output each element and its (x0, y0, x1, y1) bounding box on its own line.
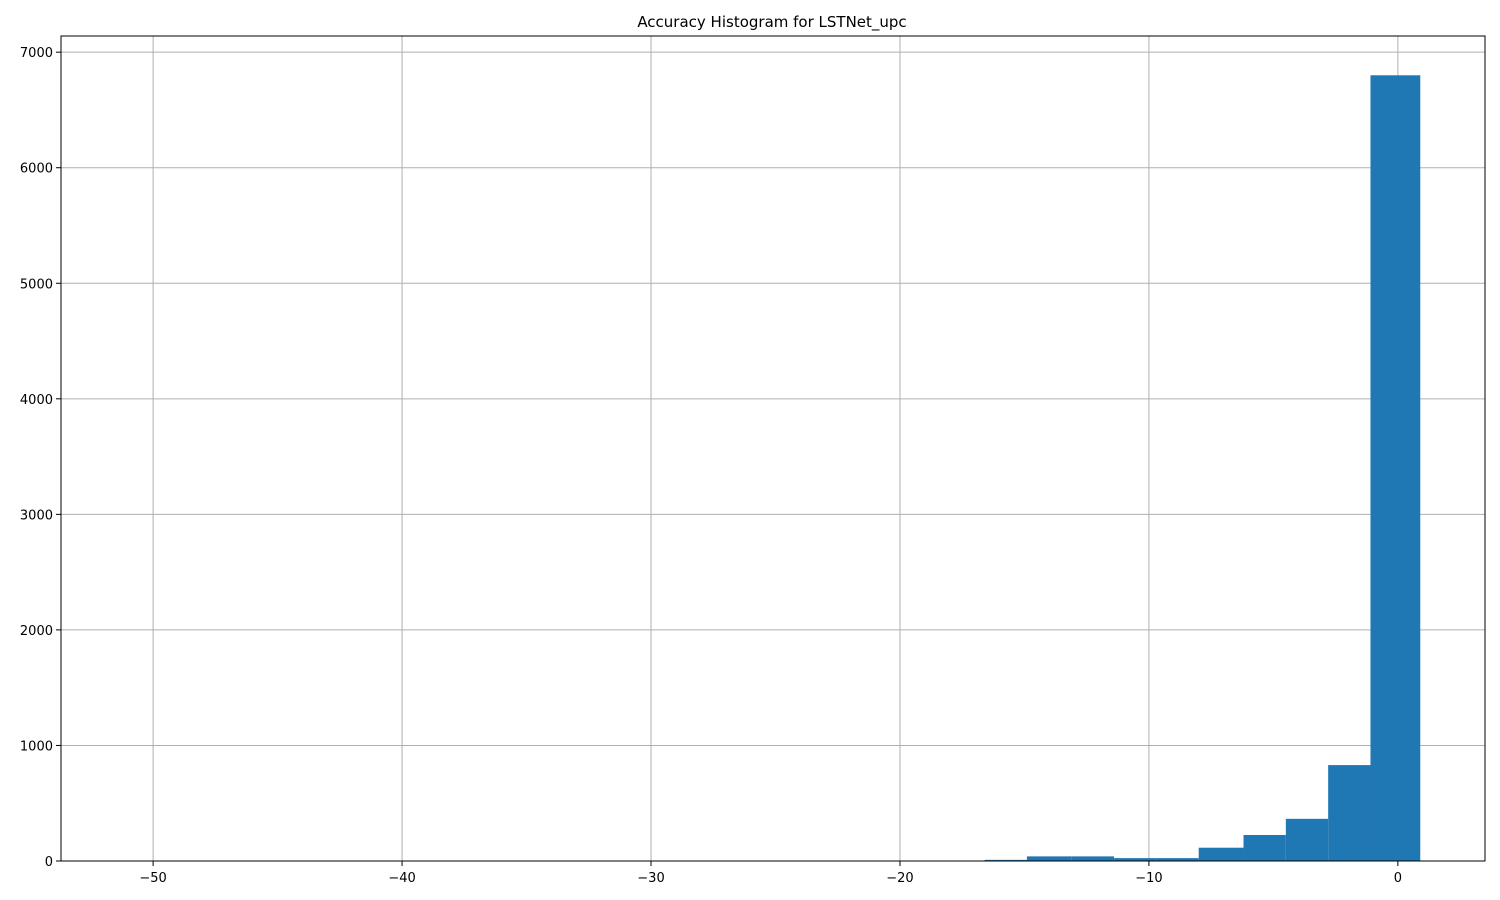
y-tick-label: 0 (45, 855, 53, 870)
chart-title: Accuracy Histogram for LSTNet_upc (637, 13, 906, 32)
histogram-bar (1285, 818, 1329, 861)
x-tick-label: −40 (388, 871, 415, 886)
plot-frame (60, 35, 1486, 862)
x-tick-label: 0 (1394, 871, 1402, 886)
histogram-bars (511, 75, 1421, 862)
y-axis: 0 1000 2000 3000 4000 5000 6000 7000 (20, 46, 61, 870)
x-tick-label: −50 (139, 871, 166, 886)
x-tick-label: −30 (637, 871, 664, 886)
histogram-bar (1243, 835, 1286, 861)
y-tick-label: 6000 (20, 162, 53, 177)
y-tick-label: 5000 (20, 277, 53, 292)
y-tick-label: 2000 (20, 624, 53, 639)
grid-lines (61, 36, 1485, 862)
histogram-bar (1114, 858, 1157, 861)
y-tick-label: 4000 (20, 393, 53, 408)
histogram-bar (1198, 847, 1244, 861)
y-tick-label: 3000 (20, 508, 53, 523)
x-tick-label: −20 (886, 871, 913, 886)
y-tick-label: 1000 (20, 739, 53, 754)
histogram-bar (1370, 75, 1421, 862)
histogram-bar (1071, 856, 1115, 861)
histogram-bar (984, 859, 1027, 861)
x-tick-label: −10 (1135, 871, 1162, 886)
histogram-bar (1026, 856, 1072, 861)
x-axis: −50 −40 −30 −20 −10 0 (139, 861, 1402, 886)
y-tick-label: 7000 (20, 46, 53, 61)
histogram-bar (1156, 858, 1199, 861)
histogram-bar (1328, 765, 1371, 861)
